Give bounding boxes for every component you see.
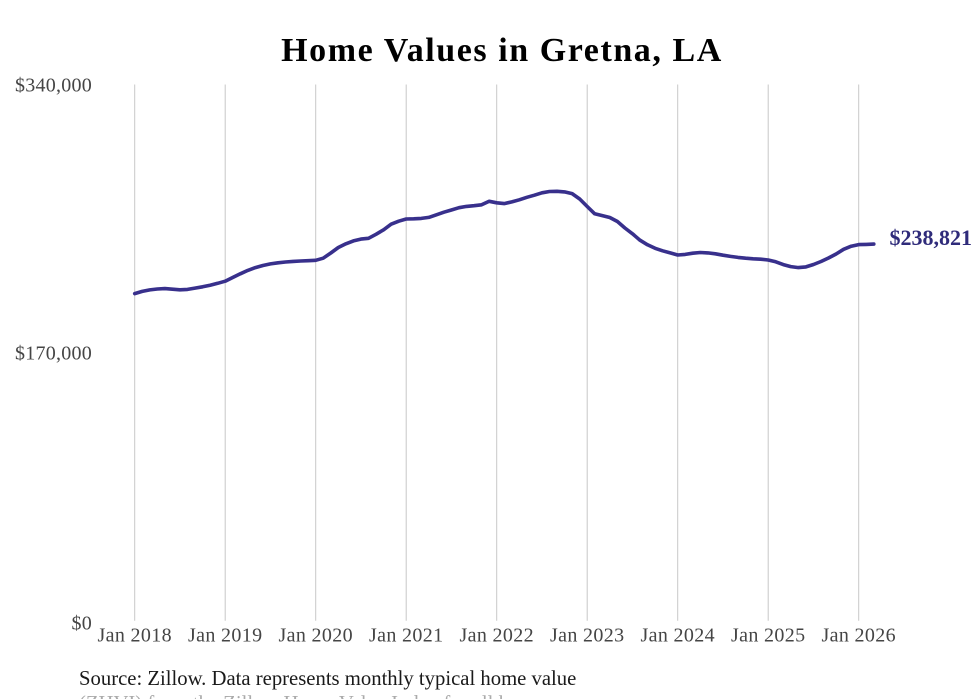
svg-text:Jan 2020: Jan 2020 [278, 625, 352, 647]
svg-text:Jan 2019: Jan 2019 [188, 625, 262, 647]
svg-text:Source: Zillow. Data represent: Source: Zillow. Data represents monthly … [79, 668, 576, 690]
svg-text:$170,000: $170,000 [15, 343, 92, 365]
svg-text:Jan 2021: Jan 2021 [369, 625, 443, 647]
svg-text:$238,821: $238,821 [890, 225, 973, 250]
svg-text:$340,000: $340,000 [15, 75, 92, 97]
svg-text:Jan 2023: Jan 2023 [550, 625, 624, 647]
svg-text:Jan 2026: Jan 2026 [821, 625, 895, 647]
svg-text:Jan 2018: Jan 2018 [97, 625, 171, 647]
svg-text:Jan 2022: Jan 2022 [459, 625, 533, 647]
svg-text:Home Values in Gretna, LA: Home Values in Gretna, LA [281, 32, 723, 69]
svg-text:Jan 2025: Jan 2025 [731, 625, 805, 647]
svg-text:$0: $0 [72, 613, 93, 635]
svg-text:Jan 2024: Jan 2024 [640, 625, 714, 647]
svg-text:(ZHVI) from the Zillow Home Va: (ZHVI) from the Zillow Home Value Index … [79, 693, 553, 699]
